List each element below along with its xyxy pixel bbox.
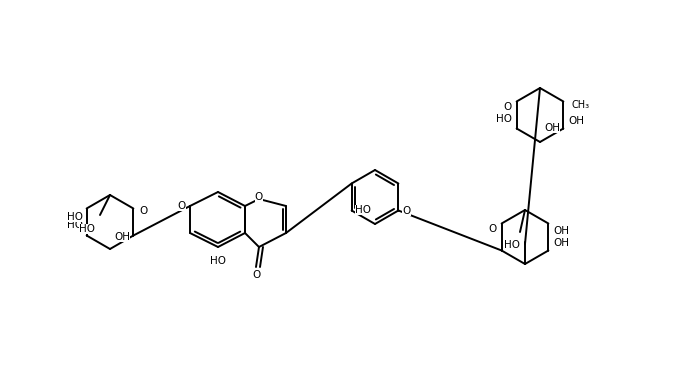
Text: OH: OH xyxy=(553,237,569,247)
Text: HO: HO xyxy=(67,212,83,222)
Text: O: O xyxy=(178,201,186,211)
Text: OH: OH xyxy=(544,123,560,133)
Text: HO: HO xyxy=(67,220,83,230)
Text: O: O xyxy=(403,205,411,215)
Text: OH: OH xyxy=(568,115,584,125)
Text: O: O xyxy=(253,270,261,280)
Text: OH: OH xyxy=(114,232,130,242)
Text: HO: HO xyxy=(79,224,95,234)
Text: O: O xyxy=(139,207,148,217)
Text: HO: HO xyxy=(210,256,226,266)
Text: HO: HO xyxy=(496,113,511,124)
Text: O: O xyxy=(489,223,497,234)
Text: OH: OH xyxy=(553,227,569,237)
Text: CH₃: CH₃ xyxy=(571,100,589,110)
Text: O: O xyxy=(255,192,263,202)
Text: O: O xyxy=(503,102,511,112)
Text: HO: HO xyxy=(355,205,371,215)
Text: HO: HO xyxy=(504,240,520,250)
